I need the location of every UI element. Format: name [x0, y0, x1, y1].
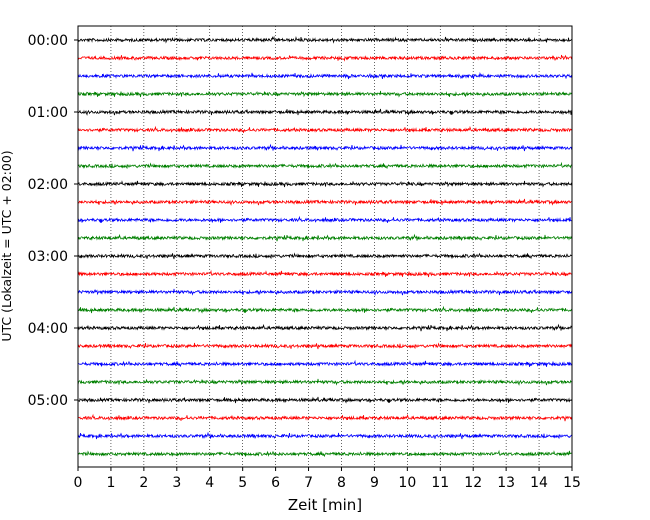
- trace-0415: [77, 342, 573, 350]
- trace-0130: [77, 143, 573, 152]
- trace-0515: [77, 413, 573, 422]
- x-tick-label: 2: [139, 475, 148, 491]
- trace-0100: [77, 108, 573, 116]
- x-tick-label: 6: [271, 475, 280, 491]
- trace-0115: [77, 125, 573, 133]
- trace-0530: [77, 431, 573, 440]
- x-tick-label: 15: [563, 475, 581, 491]
- plot-frame: [77, 25, 573, 468]
- x-tick-label: 3: [172, 475, 181, 491]
- x-tick-label: 11: [431, 475, 449, 491]
- trace-0315: [77, 269, 573, 278]
- x-tick-label: 10: [398, 475, 416, 491]
- y-tick-label: 03:00: [28, 249, 68, 265]
- plot-background: [78, 26, 572, 467]
- y-tick-label: 04:00: [28, 321, 68, 337]
- x-tick-label: 7: [304, 475, 313, 491]
- y-tick-label: 05:00: [28, 393, 68, 409]
- x-tick-label: 9: [370, 475, 379, 491]
- trace-0230: [77, 215, 573, 224]
- trace-0145: [77, 161, 573, 170]
- trace-0345: [77, 305, 573, 314]
- x-tick-label: 14: [530, 475, 548, 491]
- trace-0045: [77, 90, 573, 98]
- x-tick-label: 5: [238, 475, 247, 491]
- trace-0200: [77, 180, 573, 188]
- trace-0030: [77, 71, 573, 80]
- trace-0245: [77, 233, 573, 242]
- x-tick-label: 13: [497, 475, 515, 491]
- x-tick-label: 8: [337, 475, 346, 491]
- trace-0015: [77, 54, 573, 62]
- x-tick-label: 0: [74, 475, 83, 491]
- trace-0430: [77, 359, 573, 368]
- trace-0000: [77, 35, 573, 44]
- x-axis-label: Zeit [min]: [288, 496, 362, 514]
- seismic-traces: [77, 35, 573, 458]
- trace-0300: [77, 252, 573, 260]
- x-tick-label: 1: [106, 475, 115, 491]
- trace-0445: [77, 378, 573, 386]
- trace-0400: [77, 323, 573, 332]
- y-tick-label: 02:00: [28, 177, 68, 193]
- y-tick-label: 00:00: [28, 33, 68, 49]
- trace-0500: [77, 396, 573, 404]
- trace-0215: [77, 198, 573, 206]
- y-tick-label: 01:00: [28, 105, 68, 121]
- y-axis-label: UTC (Lokalzeit = UTC + 02:00): [0, 150, 14, 341]
- y-axis-ticks: 00:00 01:00 02:00 03:00 04:00 05:00: [28, 33, 78, 409]
- trace-0330: [77, 288, 573, 296]
- x-tick-label: 4: [205, 475, 214, 491]
- x-axis-ticks: 0 1 2 3 4 5 6 7 8 9 10 11 12 13 14 15: [74, 467, 581, 491]
- trace-0545: [77, 449, 573, 458]
- x-tick-label: 12: [464, 475, 482, 491]
